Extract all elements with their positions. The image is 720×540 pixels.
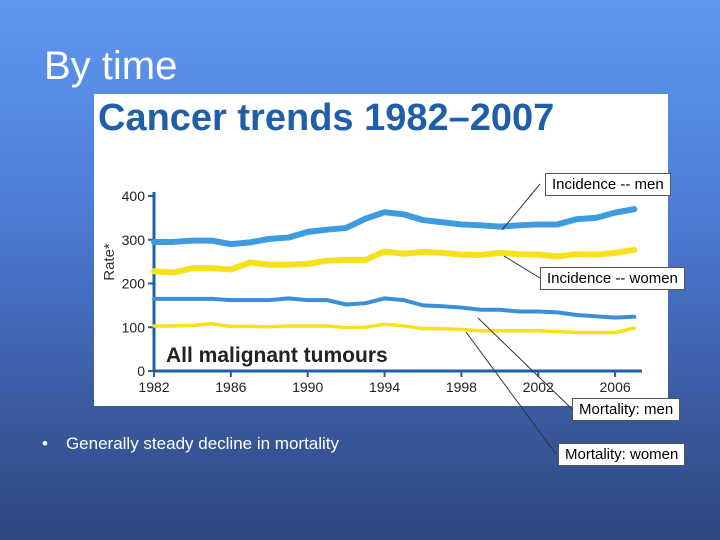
bullet-text: Generally steady decline in mortality xyxy=(65,434,340,453)
callout-incidence-men: Incidence -- men xyxy=(545,173,671,196)
slide-title: By time xyxy=(44,44,178,88)
chart-title: Cancer trends 1982–2007 xyxy=(98,97,554,139)
chart-subtitle: All malignant tumours xyxy=(166,344,388,367)
bullet-dot-icon: • xyxy=(42,434,48,453)
series-line-4 xyxy=(152,322,637,335)
series-line-3 xyxy=(152,296,637,320)
callout-mortality-women: Mortality: women xyxy=(558,443,686,466)
y-tick-label: 400 xyxy=(122,188,146,204)
cancer-trends-chart: Cancer trends 1982–2007 Rate* 0 100 200 300… xyxy=(98,97,642,395)
y-axis-label: Rate* xyxy=(101,243,118,281)
x-tick-label: 1982 xyxy=(138,379,169,395)
y-tick-label: 0 xyxy=(137,363,145,379)
y-tick-label: 300 xyxy=(122,232,146,248)
callout-mortality-men: Mortality: men xyxy=(572,398,681,421)
series-line-2 xyxy=(151,246,638,276)
x-tick-label: 1998 xyxy=(446,379,477,395)
chart-panel: Cancer trends 1982–2007 Rate* 0 100 200 300… xyxy=(94,94,668,406)
x-tick-label: 2002 xyxy=(523,379,554,395)
x-tick-label: 1986 xyxy=(215,379,246,395)
series-line-1 xyxy=(151,206,638,248)
x-tick-label: 2006 xyxy=(600,379,631,395)
bullet-point: • Generally steady decline in mortality xyxy=(42,434,339,454)
x-tick-label: 1994 xyxy=(369,379,400,395)
callout-incidence-women: Incidence -- women xyxy=(540,267,685,290)
y-tick-label: 200 xyxy=(122,276,146,292)
y-tick-label: 100 xyxy=(122,319,146,335)
x-tick-label: 1990 xyxy=(292,379,323,395)
